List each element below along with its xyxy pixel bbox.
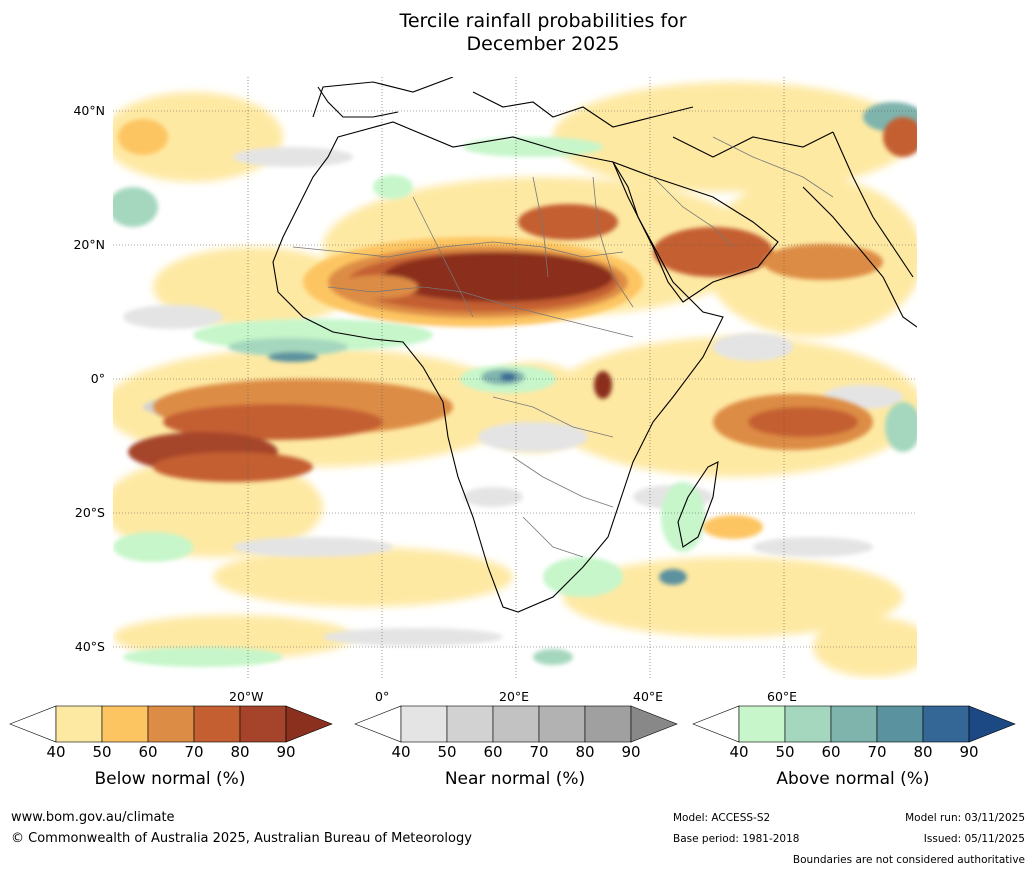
near-tick-70: 70 [529,743,549,761]
lat-label-40s: 40°S [74,639,105,654]
above-tick-80: 80 [913,743,933,761]
website-link[interactable]: www.bom.gov.au/climate [11,810,175,825]
lon-label-40e: 40°E [633,689,664,704]
lon-label-60e: 60°E [767,689,798,704]
below-normal-strong-patches [118,117,917,539]
colorbar-swatch [193,705,241,743]
near-tick-80: 80 [575,743,595,761]
map-title: Tercile rainfall probabilities for Decem… [0,10,1035,56]
below-tick-80: 80 [230,743,250,761]
colorbar-swatch [9,705,57,743]
map-canvas [113,77,917,680]
rainfall-probability-map [113,77,917,680]
colorbar-swatch [239,705,287,743]
colorbar-swatch [876,705,924,743]
above-normal-caption: Above normal (%) [776,769,930,789]
colorbar-swatch [968,705,1016,743]
model-name: Model: ACCESS-S2 [673,812,771,824]
colorbar-above-normal [692,705,1016,743]
lat-label-40n: 40°N [73,103,105,118]
colorbar-swatch [101,705,149,743]
graticule [113,77,917,680]
title-line-2: December 2025 [466,33,620,55]
above-tick-50: 50 [775,743,795,761]
colorbar-swatch [400,705,448,743]
above-normal-patches [113,102,917,667]
lat-label-0: 0° [90,371,105,386]
colorbar-swatch [922,705,970,743]
below-tick-60: 60 [138,743,158,761]
above-tick-70: 70 [867,743,887,761]
near-tick-40: 40 [391,743,411,761]
colorbar-swatch [738,705,786,743]
below-tick-50: 50 [92,743,112,761]
boundaries-disclaimer: Boundaries are not considered authoritat… [792,854,1025,866]
legend-near-normal [354,705,678,744]
coastlines [272,77,917,613]
above-tick-40: 40 [729,743,749,761]
near-tick-60: 60 [483,743,503,761]
above-tick-90: 90 [959,743,979,761]
colorbar-below-normal [9,705,333,743]
legend-above-normal [692,705,1016,744]
above-tick-60: 60 [821,743,841,761]
colorbar-swatch [784,705,832,743]
below-tick-90: 90 [276,743,296,761]
colorbar-swatch [830,705,878,743]
colorbar-swatch [692,705,740,743]
lon-label-20e: 20°E [499,689,530,704]
near-tick-50: 50 [437,743,457,761]
base-period: Base period: 1981-2018 [673,833,800,845]
title-line-1: Tercile rainfall probabilities for [399,10,687,32]
colorbar-swatch [446,705,494,743]
colorbar-swatch [55,705,103,743]
below-tick-40: 40 [46,743,66,761]
lat-label-20n: 20°N [73,237,105,252]
colorbar-swatch [354,705,402,743]
below-normal-caption: Below normal (%) [94,769,246,789]
colorbar-swatch [147,705,195,743]
country-borders [292,136,834,558]
lon-label-0: 0° [375,689,390,704]
near-tick-90: 90 [621,743,641,761]
near-normal-patches [123,147,903,646]
colorbar-swatch [584,705,632,743]
near-normal-caption: Near normal (%) [444,769,586,789]
model-run-date: Model run: 03/11/2025 [905,812,1025,824]
below-tick-70: 70 [184,743,204,761]
issued-date: Issued: 05/11/2025 [923,833,1025,845]
colorbar-swatch [538,705,586,743]
colorbar-swatch [630,705,678,743]
colorbar-swatch [492,705,540,743]
colorbar-near-normal [354,705,678,743]
lat-label-20s: 20°S [74,505,105,520]
legend-below-normal [9,705,333,744]
colorbar-swatch [285,705,333,743]
copyright-notice: © Commonwealth of Australia 2025, Austra… [11,831,472,846]
lon-label-20w: 20°W [229,689,264,704]
